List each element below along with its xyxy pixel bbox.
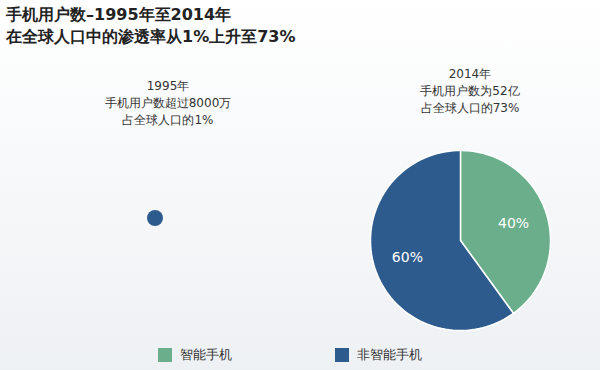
html-text:手机用户数为52亿: 手机用户数为52亿 bbox=[420, 84, 520, 98]
svg-text:60%: 60% bbox=[392, 249, 423, 265]
svg-text:40%: 40% bbox=[498, 215, 529, 231]
html-text:智能手机: 智能手机 bbox=[180, 347, 232, 362]
html-text:占全球人口的73%: 占全球人口的73% bbox=[420, 101, 520, 115]
html-text:2014年: 2014年 bbox=[448, 67, 492, 81]
html-text:1995年: 1995年 bbox=[146, 79, 190, 93]
html-text:占全球人口的1%: 占全球人口的1% bbox=[122, 113, 214, 127]
html-text:非智能手机: 非智能手机 bbox=[357, 347, 422, 362]
html-text:在全球人口中的渗透率从1%上升至73%: 在全球人口中的渗透率从1%上升至73% bbox=[6, 27, 296, 46]
html-text:手机用户数–1995年至2014年: 手机用户数–1995年至2014年 bbox=[6, 5, 232, 24]
html-text:手机用户数超过8000万: 手机用户数超过8000万 bbox=[104, 96, 232, 110]
